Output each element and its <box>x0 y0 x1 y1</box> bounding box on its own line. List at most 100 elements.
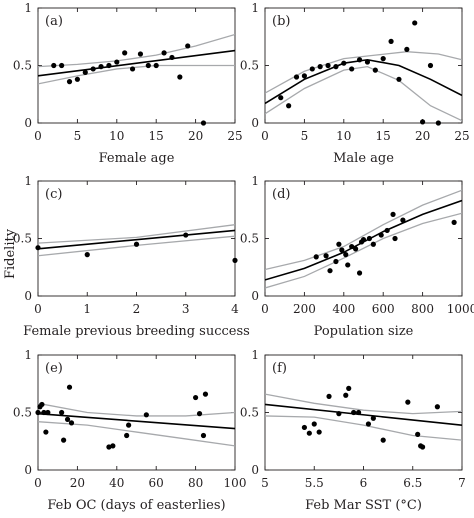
data-point <box>327 268 333 274</box>
panel-letter: (c) <box>45 187 62 202</box>
x-tick-label: 800 <box>411 302 434 316</box>
data-point <box>420 119 426 125</box>
data-point <box>313 254 319 260</box>
confidence-band-lower <box>38 421 235 447</box>
data-point <box>420 444 426 450</box>
y-tick-label: 1 <box>24 348 32 362</box>
x-tick-label: 6.5 <box>403 476 422 490</box>
x-tick-label: 3 <box>182 302 190 316</box>
x-tick-label: 0 <box>34 476 42 490</box>
data-point <box>122 50 128 56</box>
data-point <box>434 404 440 410</box>
data-point <box>349 243 355 250</box>
data-point <box>124 432 130 439</box>
data-point <box>306 430 312 436</box>
y-tick-label: 1 <box>251 1 259 15</box>
x-tick-label: 15 <box>149 129 164 143</box>
data-point <box>232 257 238 263</box>
y-tick-label: 1 <box>24 1 32 15</box>
data-point <box>412 20 418 26</box>
x-tick-label: 25 <box>454 129 469 143</box>
y-tick-label: 0 <box>251 289 259 303</box>
x-tick-label: 6 <box>360 476 368 490</box>
data-point <box>392 235 398 242</box>
data-point <box>341 60 347 66</box>
confidence-band-lower <box>38 64 235 85</box>
y-tick-label: 1 <box>251 348 259 362</box>
data-point <box>343 252 349 258</box>
x-tick-label: 5 <box>74 129 82 143</box>
data-point <box>126 422 132 428</box>
x-tick-label: 10 <box>336 129 351 143</box>
x-axis-label: Feb Mar SST (°C) <box>305 498 422 513</box>
x-tick-label: 400 <box>332 302 355 316</box>
data-point <box>415 431 421 437</box>
panel-5: 0 20 40 60 80 100 0 0.5 1 Feb OC (days of easterl… <box>13 348 247 513</box>
x-tick-label: 0 <box>34 129 42 143</box>
data-point <box>90 66 96 72</box>
confidence-band-upper <box>38 402 235 417</box>
data-point <box>311 421 317 427</box>
x-tick-label: 0 <box>261 129 269 143</box>
x-axis-label: Female previous breeding success <box>23 324 250 339</box>
data-point <box>66 79 73 85</box>
x-tick-label: 4 <box>231 302 239 316</box>
x-tick-label: 20 <box>415 129 430 143</box>
data-point <box>106 62 112 69</box>
panel-1: 0 5 10 15 20 25 0 0.5 1 Female age (a) <box>13 1 243 166</box>
data-point <box>185 43 191 49</box>
data-point <box>333 64 339 70</box>
y-tick-label: 0 <box>24 116 32 130</box>
data-point <box>35 245 41 251</box>
data-point <box>309 66 315 72</box>
data-point <box>333 258 339 265</box>
x-tick-label: 200 <box>293 302 316 316</box>
data-point <box>364 59 371 65</box>
x-tick-label: 1 <box>83 302 91 316</box>
data-point <box>39 401 45 408</box>
data-point <box>45 409 51 416</box>
panel-letter: (b) <box>272 14 290 29</box>
data-point <box>43 429 49 435</box>
data-point <box>370 241 376 247</box>
panel-3: 0 1 2 3 4 0 0.5 1 Female previous breeding succe… <box>13 174 250 339</box>
shared-y-axis-label: Fidelity <box>3 228 18 279</box>
data-point <box>346 385 352 391</box>
data-point <box>339 247 345 253</box>
data-point <box>84 252 90 258</box>
confidence-band-upper <box>38 33 235 68</box>
data-point <box>365 421 372 427</box>
x-tick-label: 0 <box>261 302 269 316</box>
confidence-band-upper <box>265 189 462 271</box>
data-point <box>435 120 441 126</box>
x-axis-label: Male age <box>333 151 394 166</box>
data-point <box>66 384 73 390</box>
data-point <box>193 394 199 401</box>
data-point <box>177 74 183 80</box>
data-point <box>349 66 355 72</box>
data-point <box>74 76 80 82</box>
x-tick-label: 40 <box>109 476 124 490</box>
data-point <box>404 46 410 53</box>
data-point <box>380 56 386 62</box>
fitted-line <box>38 49 235 77</box>
y-tick-label: 1 <box>251 174 259 188</box>
data-point <box>390 211 396 217</box>
panel-letter: (f) <box>272 361 287 376</box>
data-point <box>145 62 151 69</box>
data-point <box>98 64 104 70</box>
data-point <box>353 246 359 252</box>
x-tick-label: 10 <box>109 129 124 143</box>
y-tick-label: 0 <box>251 116 259 130</box>
data-point <box>59 409 65 416</box>
data-point <box>35 409 41 416</box>
plot-frame <box>37 354 236 471</box>
data-point <box>360 237 367 243</box>
x-tick-label: 600 <box>372 302 395 316</box>
data-point <box>400 217 406 223</box>
data-point <box>316 429 322 435</box>
panel-letter: (e) <box>45 361 63 376</box>
x-tick-label: 2 <box>133 302 141 316</box>
data-point <box>405 399 411 405</box>
